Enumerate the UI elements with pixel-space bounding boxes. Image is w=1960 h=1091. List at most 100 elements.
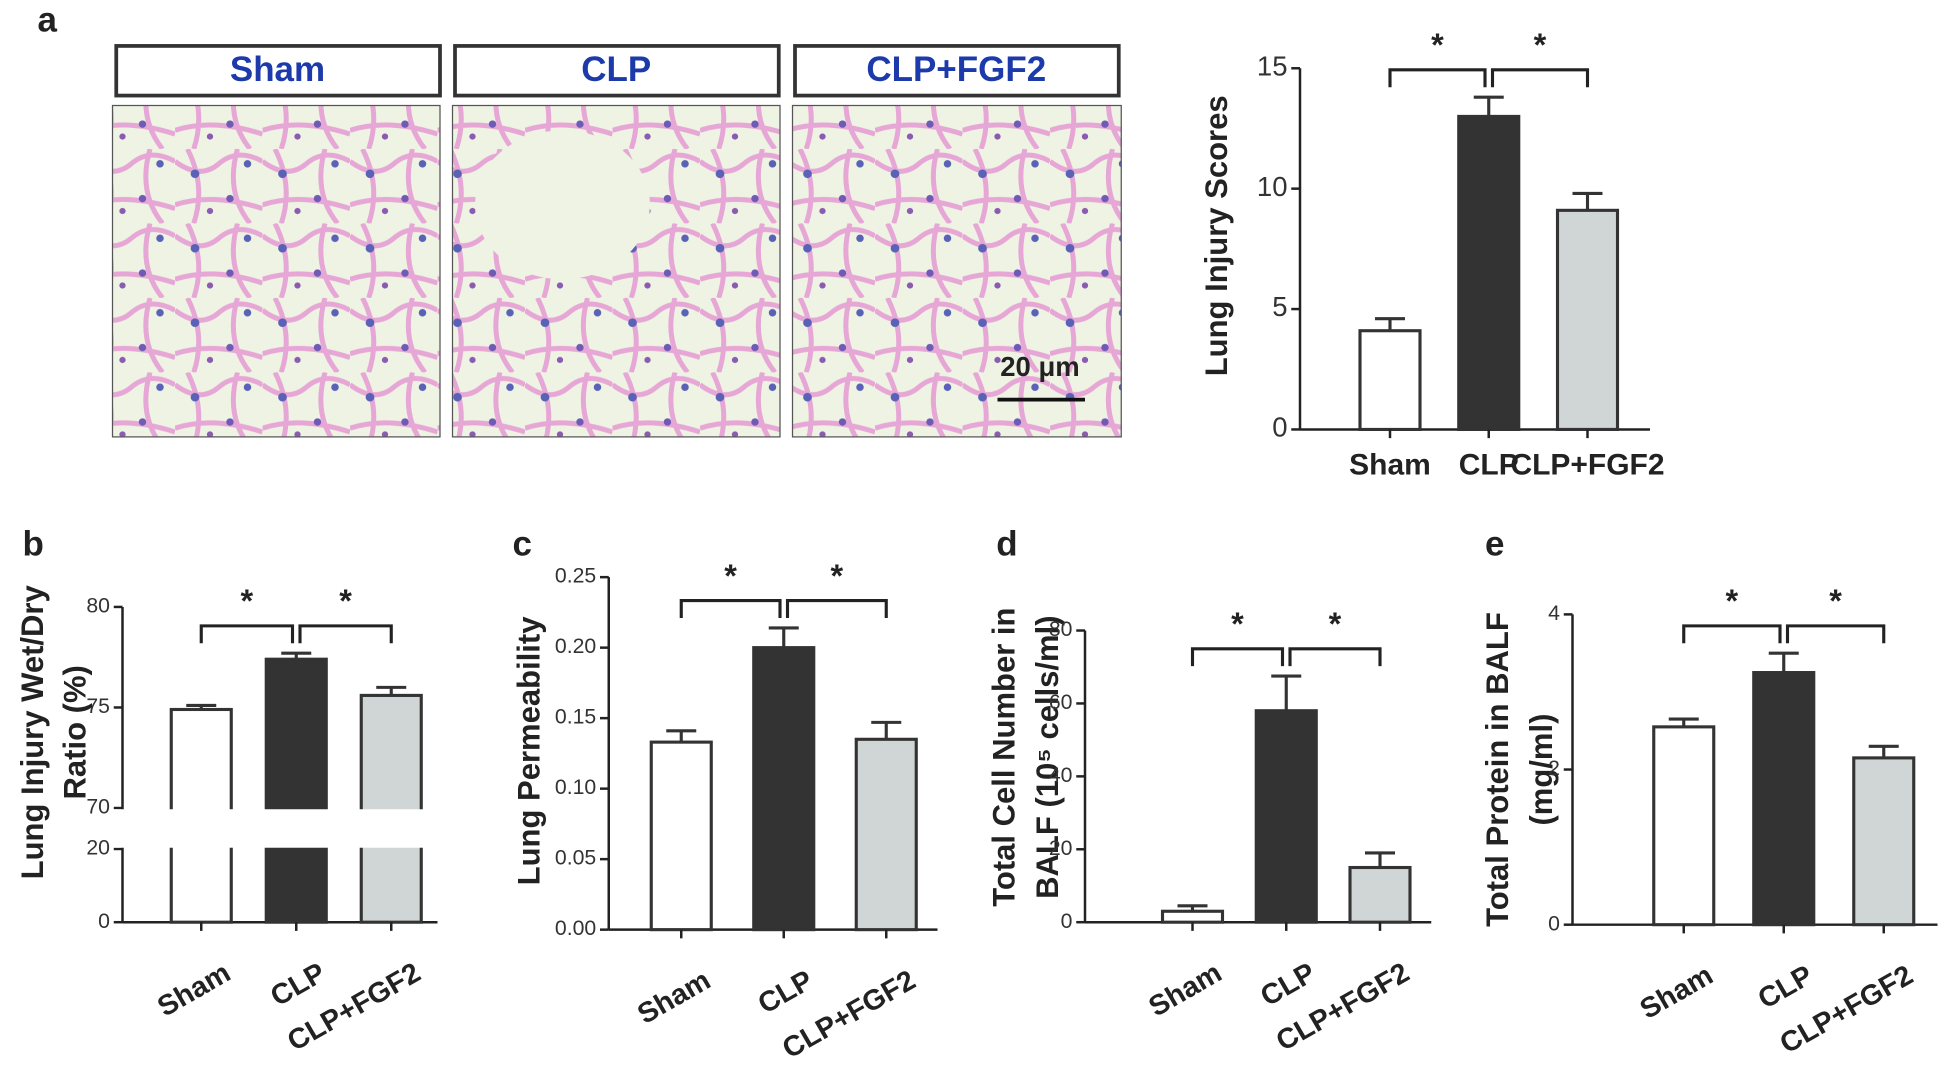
significance-label: * (241, 583, 254, 619)
panel-letter: e (1485, 524, 1504, 563)
x-tick-label: Sham (632, 964, 716, 1030)
micrograph-header (114, 44, 442, 98)
y-tick-label: 0.10 (555, 776, 596, 799)
y-tick-label: 75 (86, 695, 110, 718)
y-tick-label: 0 (1061, 910, 1073, 933)
y-tick-label: 20 (1049, 837, 1073, 860)
significance-label: * (1829, 583, 1842, 619)
y-tick-label: 0.15 (555, 706, 596, 729)
x-tick-label: CLP+FGF2 (1510, 449, 1664, 482)
bar-chart: d Total Cell Number in BALF (10⁵ cells/ml)… (986, 524, 1432, 1058)
y-tick-label: 80 (86, 595, 110, 618)
y-tick-label: 40 (1049, 764, 1073, 787)
x-tick-label: CLP (1753, 959, 1819, 1015)
bar (1457, 114, 1521, 432)
bar (1852, 756, 1916, 927)
bar (264, 657, 328, 924)
significance-label: * (1231, 606, 1244, 642)
bar (1160, 909, 1225, 924)
y-tick-label: 0 (1548, 912, 1560, 935)
significance-bracket (1682, 624, 1782, 644)
y-tick-label: 0.20 (555, 635, 596, 658)
axis-break (112, 809, 440, 848)
significance-label: * (1329, 606, 1342, 642)
significance-bracket (1490, 68, 1590, 88)
y-tick-label: 4 (1548, 602, 1560, 625)
micrograph (791, 104, 1122, 438)
y-tick-label: 0.00 (555, 917, 596, 940)
y-tick-label: 20 (86, 837, 110, 860)
x-tick-label: CLP (753, 964, 819, 1020)
panel-letter: a (38, 1, 58, 40)
y-tick-label: 10 (1257, 171, 1288, 202)
bar (649, 740, 713, 932)
bar (359, 693, 423, 924)
x-tick-label: CLP (1459, 449, 1519, 482)
alveolus (475, 130, 650, 280)
bar (1752, 671, 1816, 927)
x-tick-label: Sham (1144, 957, 1228, 1023)
y-tick-label: 0.25 (555, 565, 596, 588)
x-tick-label: Sham (1635, 959, 1719, 1025)
panel-letter: c (513, 524, 532, 563)
significance-bracket (679, 599, 782, 618)
micrograph-label: CLP+FGF2 (866, 50, 1046, 89)
bar (1348, 865, 1412, 924)
y-tick-label: 2 (1548, 757, 1560, 780)
significance-bracket (298, 624, 393, 644)
y-axis-label: Lung Injury Wet/Dry (15, 585, 50, 880)
significance-label: * (1431, 27, 1444, 63)
significance-label: * (1726, 583, 1739, 619)
bar (752, 646, 816, 932)
y-tick-label: 0 (1272, 412, 1287, 443)
y-axis-label: Total Cell Number in (986, 607, 1021, 906)
x-tick-label: Sham (152, 957, 236, 1023)
y-tick-label: 60 (1049, 691, 1073, 714)
y-axis-label: BALF (10⁵ cells/ml) (1030, 615, 1065, 898)
bar (1254, 709, 1318, 924)
x-tick-label: CLP (265, 957, 331, 1013)
micrograph-panel: Sham CLP CLP+FGF2 20 μm (111, 44, 1122, 438)
significance-bracket (1785, 624, 1886, 644)
significance-bracket (199, 624, 295, 644)
micrograph-header (453, 44, 781, 98)
y-tick-label: 0.05 (555, 847, 596, 870)
micrograph-label: Sham (230, 50, 325, 89)
bar (1555, 208, 1620, 432)
y-axis-label: Ratio (%) (58, 665, 93, 799)
y-axis-label: (mg/ml) (1524, 714, 1559, 826)
micrograph-header (793, 44, 1121, 98)
significance-bracket (1190, 647, 1285, 667)
y-axis-label: Lung Injury Scores (1199, 95, 1234, 376)
bar (854, 737, 918, 932)
micrograph (111, 104, 441, 438)
y-tick-label: 5 (1272, 291, 1287, 322)
micrograph-label: CLP (581, 50, 651, 89)
bar (1652, 725, 1716, 927)
significance-label: * (1534, 27, 1547, 63)
y-tick-label: 80 (1049, 618, 1073, 641)
significance-bracket (1388, 68, 1487, 88)
x-tick-label: CLP (1255, 957, 1321, 1013)
x-tick-label: Sham (1349, 449, 1431, 482)
y-tick-label: 70 (86, 796, 110, 819)
significance-label: * (724, 558, 737, 594)
y-tick-label: 0 (98, 910, 110, 933)
bar (1358, 329, 1422, 432)
y-tick-label: 15 (1257, 51, 1288, 82)
scale-bar-label: 20 μm (1000, 351, 1079, 382)
panel-letter: d (996, 524, 1017, 563)
significance-label: * (339, 583, 352, 619)
significance-bracket (785, 599, 888, 618)
y-axis-label: Lung Permeability (511, 616, 546, 886)
bar-chart: b Lung Injury Wet/Dry Ratio (%) 0 20 70 75 80 Sh… (15, 524, 440, 1058)
significance-label: * (831, 558, 844, 594)
y-axis-label: Total Protein in BALF (1480, 612, 1515, 927)
significance-bracket (1288, 647, 1382, 667)
bar-chart: c Lung Permeability 0.00 0.05 0.10 0.15 0.20 0.… (511, 524, 938, 1065)
panel-letter: b (23, 524, 44, 563)
